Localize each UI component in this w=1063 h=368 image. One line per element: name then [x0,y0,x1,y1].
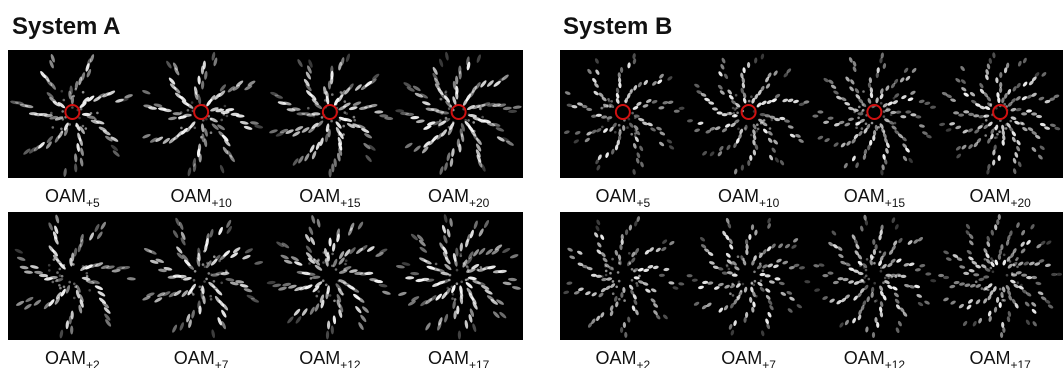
label-sub: +12 [885,358,906,368]
label-main: OAM [428,186,469,206]
image-label: OAM+12 [299,348,361,368]
label-main: OAM [844,348,885,368]
label-main: OAM [45,186,86,206]
label-main: OAM [721,348,762,368]
label-sub: +15 [340,196,361,210]
label-main: OAM [45,348,86,368]
image-label: OAM+5 [45,186,100,210]
image-label: OAM+17 [428,348,490,368]
label-main: OAM [299,348,340,368]
image-label: OAM+10 [718,186,780,210]
panel-title: System B [563,13,672,40]
image-label: OAM+20 [969,186,1031,210]
label-sub: +10 [211,196,232,210]
label-main: OAM [299,186,340,206]
label-sub: +15 [885,196,906,210]
image-strip [560,50,1063,178]
image-label: OAM+2 [45,348,100,368]
label-sub: +5 [86,196,100,210]
label-sub: +20 [1010,196,1031,210]
label-main: OAM [596,348,637,368]
label-sub: +2 [86,358,100,368]
image-label: OAM+15 [844,186,906,210]
label-sub: +7 [762,358,776,368]
image-label: OAM+5 [596,186,651,210]
label-main: OAM [428,348,469,368]
image-label: OAM+12 [844,348,906,368]
label-main: OAM [170,186,211,206]
image-label: OAM+15 [299,186,361,210]
image-label: OAM+2 [596,348,651,368]
label-sub: +20 [469,196,490,210]
label-sub: +17 [469,358,490,368]
label-sub: +2 [637,358,651,368]
label-sub: +12 [340,358,361,368]
image-label: OAM+7 [174,348,229,368]
figure: System AOAM+5OAM+10OAM+15OAM+20OAM+2OAM+… [0,0,1063,368]
label-main: OAM [718,186,759,206]
label-sub: +10 [759,196,780,210]
label-sub: +5 [637,196,651,210]
label-main: OAM [969,348,1010,368]
image-label: OAM+20 [428,186,490,210]
label-main: OAM [596,186,637,206]
image-label: OAM+17 [969,348,1031,368]
label-sub: +17 [1010,358,1031,368]
label-sub: +7 [215,358,229,368]
label-main: OAM [969,186,1010,206]
panel-title: System A [12,13,121,40]
image-label: OAM+7 [721,348,776,368]
image-label: OAM+10 [170,186,232,210]
label-main: OAM [174,348,215,368]
label-main: OAM [844,186,885,206]
